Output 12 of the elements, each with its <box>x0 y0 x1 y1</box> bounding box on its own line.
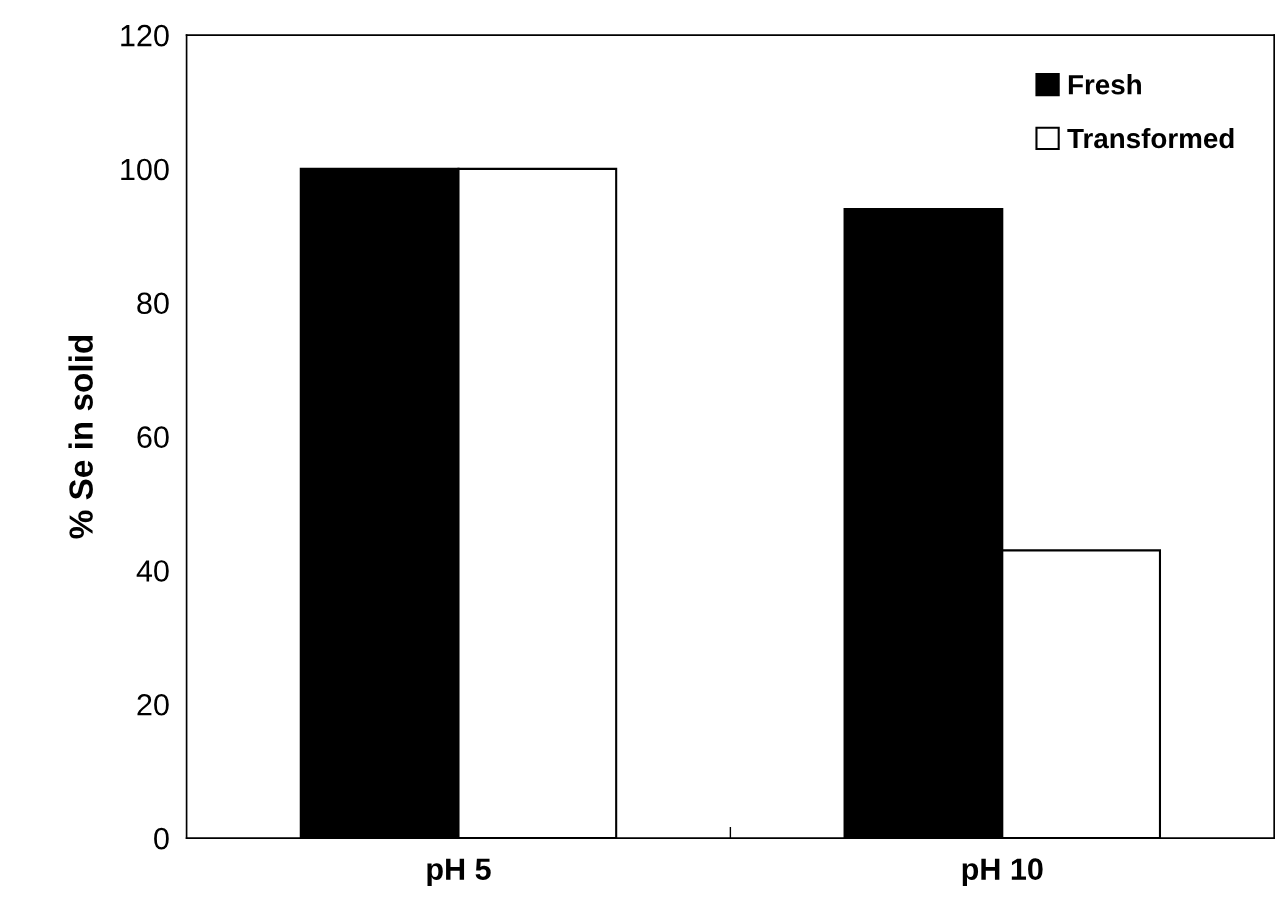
y-tick-label: 80 <box>137 292 169 315</box>
y-tick-label: 40 <box>136 560 169 582</box>
legend-label: Transformed <box>1067 127 1234 149</box>
y-axis-title: % Se in solid <box>68 335 93 539</box>
y-tick-label: 20 <box>137 693 169 716</box>
x-tick-label: pH 5 <box>427 858 491 887</box>
y-tick-label: 0 <box>154 827 169 850</box>
y-tick-label: 100 <box>121 158 169 181</box>
y-tick-label: 120 <box>121 24 169 47</box>
legend-label: Fresh <box>1068 74 1141 95</box>
y-tick-label: 60 <box>137 426 169 448</box>
x-tick-label: pH 10 <box>962 858 1043 887</box>
